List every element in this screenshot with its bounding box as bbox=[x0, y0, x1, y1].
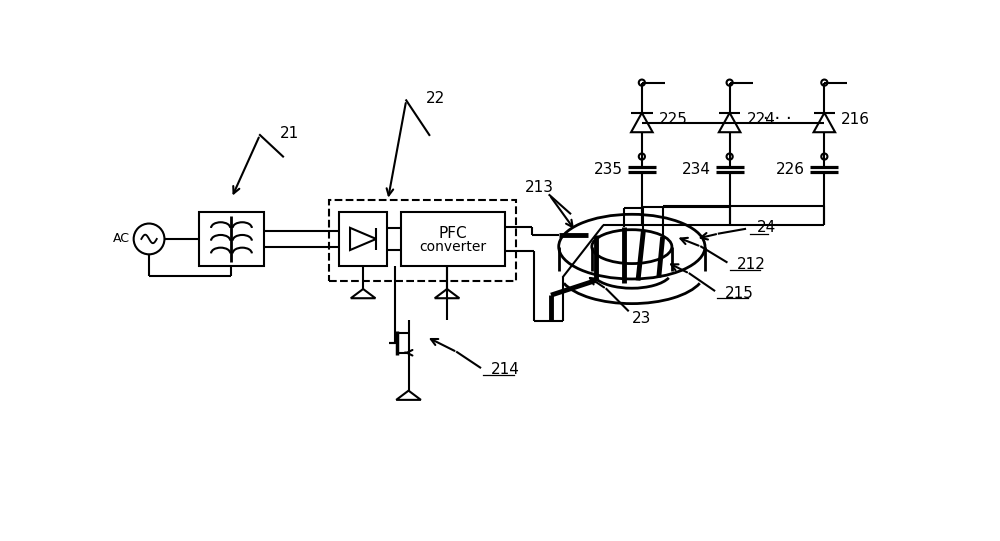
Text: converter: converter bbox=[419, 240, 486, 254]
Text: 21: 21 bbox=[280, 126, 299, 141]
Text: 235: 235 bbox=[594, 162, 623, 177]
Text: 234: 234 bbox=[681, 162, 710, 177]
Bar bbox=[329, 200, 516, 281]
Text: PFC: PFC bbox=[439, 226, 467, 241]
Text: 215: 215 bbox=[725, 286, 754, 301]
Text: 213: 213 bbox=[525, 180, 554, 195]
Text: 23: 23 bbox=[632, 311, 652, 326]
Text: 216: 216 bbox=[841, 112, 870, 127]
Text: . . .: . . . bbox=[763, 105, 791, 123]
Bar bbox=[339, 212, 387, 266]
Text: 224: 224 bbox=[747, 112, 775, 127]
Bar bbox=[199, 212, 264, 266]
Text: AC: AC bbox=[113, 233, 130, 246]
Text: 212: 212 bbox=[737, 257, 766, 272]
Text: 22: 22 bbox=[426, 90, 445, 105]
Text: 24: 24 bbox=[757, 220, 777, 235]
Bar bbox=[401, 212, 505, 266]
Text: 214: 214 bbox=[491, 362, 520, 377]
Text: 225: 225 bbox=[659, 112, 688, 127]
Text: 226: 226 bbox=[776, 162, 805, 177]
